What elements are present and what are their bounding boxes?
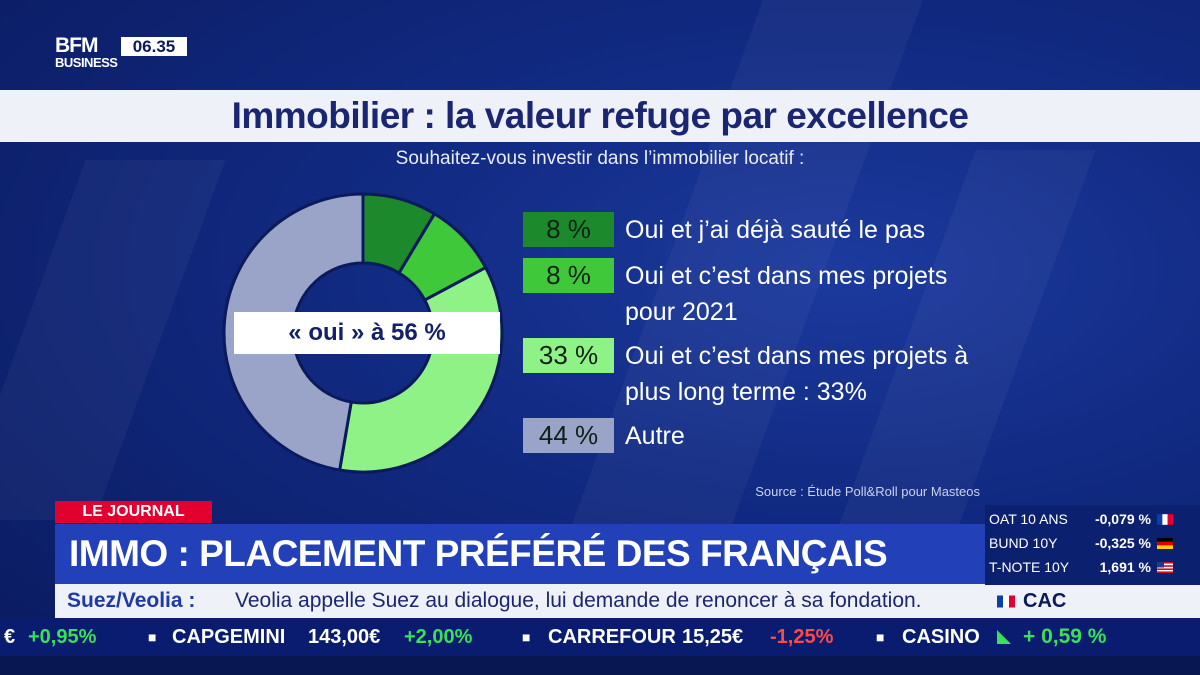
usa-flag-icon	[1157, 562, 1173, 573]
bfm-business-logo: BFM BUSINESS	[55, 34, 119, 70]
ticker-item: -1,25%	[770, 626, 834, 648]
france-flag-icon	[997, 595, 1015, 608]
legend-label-2: Oui et c’est dans mes projets pour 2021	[625, 262, 948, 326]
clock: 06.35	[121, 37, 187, 56]
rate-value: 1,691 %	[1099, 559, 1151, 575]
logo-business: BUSINESS	[55, 55, 118, 70]
trend-up-arrow-icon	[997, 630, 1011, 644]
ticker-item: €	[4, 626, 16, 648]
chart-source: Source : Étude Poll&Roll pour Masteos	[755, 484, 980, 499]
ticker-separator-icon: ■	[522, 629, 531, 645]
legend-label-4: Autre	[625, 422, 685, 450]
rate-name: T-NOTE 10Y	[989, 559, 1070, 575]
rate-value: -0,325 %	[1094, 535, 1151, 551]
show-tag: LE JOURNAL	[55, 501, 212, 523]
legend-value-3: 33 %	[523, 338, 614, 373]
legend-value-4: 44 %	[523, 418, 614, 453]
ticker-item: CAPGEMINI	[172, 626, 286, 648]
index-band: CAC	[985, 585, 1200, 618]
index-name: CAC	[1023, 590, 1067, 612]
news-band: Suez/Veolia : Veolia appelle Suez au dia…	[55, 584, 985, 618]
ticker-item: 143,00€	[308, 626, 381, 648]
logo-bfm: BFM	[55, 34, 99, 57]
chart-subtitle: Souhaitez-vous investir dans l’immobilie…	[395, 148, 805, 169]
rate-name: BUND 10Y	[989, 535, 1058, 551]
stock-ticker: € +0,95% ■ CAPGEMINI 143,00€ +2,00% ■ CA…	[0, 618, 985, 656]
ticker-item: +0,95%	[28, 626, 97, 648]
rate-row: OAT 10 ANS -0,079 %	[985, 507, 1200, 531]
legend-label-3: Oui et c’est dans mes projets à plus lon…	[625, 342, 969, 406]
ticker-separator-icon: ■	[148, 629, 157, 645]
headline: IMMO : PLACEMENT PRÉFÉRÉ DES FRANÇAIS	[69, 533, 888, 574]
ticker-item: CASINO	[902, 626, 980, 648]
title-band: Immobilier : la valeur refuge par excell…	[0, 90, 1200, 142]
headline-band: IMMO : PLACEMENT PRÉFÉRÉ DES FRANÇAIS	[55, 524, 985, 584]
legend-value-1: 8 %	[523, 212, 614, 247]
ticker-separator-icon: ■	[876, 629, 885, 645]
index-value: + 0,59 %	[1023, 625, 1107, 648]
ticker-item: CARREFOUR	[548, 626, 676, 648]
news-key: Suez/Veolia :	[67, 589, 196, 612]
rate-row: T-NOTE 10Y 1,691 %	[985, 555, 1200, 579]
ticker-item: 15,25€	[682, 626, 744, 648]
news-text: Veolia appelle Suez au dialogue, lui dem…	[235, 589, 922, 612]
legend-label-1: Oui et j’ai déjà sauté le pas	[625, 216, 926, 244]
france-flag-icon	[1157, 514, 1173, 525]
rate-value: -0,079 %	[1094, 511, 1151, 527]
chart-title: Immobilier : la valeur refuge par excell…	[231, 95, 969, 136]
rate-row: BUND 10Y -0,325 %	[985, 531, 1200, 555]
bond-rates-panel: OAT 10 ANS -0,079 % BUND 10Y -0,325 % T-…	[985, 505, 1200, 585]
legend-value-2: 8 %	[523, 258, 614, 293]
donut-center-label: « oui » à 56 %	[234, 312, 500, 354]
donut-chart	[222, 192, 504, 474]
rate-name: OAT 10 ANS	[989, 511, 1068, 527]
bottom-strip	[0, 656, 1200, 675]
ticker-item: +2,00%	[404, 626, 473, 648]
donut-slice-3	[337, 265, 504, 474]
germany-flag-icon	[1157, 538, 1173, 549]
index-value-band: + 0,59 %	[985, 618, 1200, 656]
